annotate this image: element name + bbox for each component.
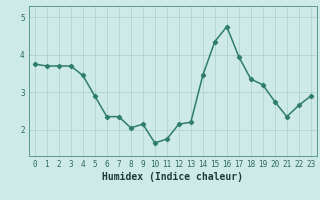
X-axis label: Humidex (Indice chaleur): Humidex (Indice chaleur) [102, 172, 243, 182]
